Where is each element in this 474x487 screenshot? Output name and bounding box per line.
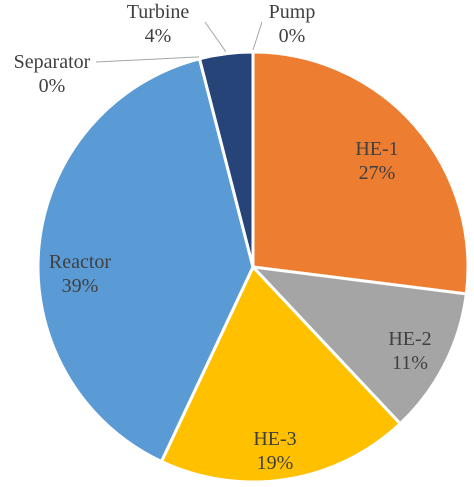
slice-reactor	[36, 56, 255, 464]
slice-he-1	[251, 50, 470, 296]
slice-value-pump: 0%	[279, 25, 306, 47]
slice-value-separator: 0%	[39, 75, 66, 97]
leader-line-turbine	[204, 21, 227, 52]
slice-value-he-3: 19%	[257, 452, 294, 474]
slice-label-separator: Separator 0%	[14, 51, 91, 97]
leader-line-pump	[252, 21, 263, 51]
slice-he-3	[159, 264, 403, 484]
slice-category-separator: Separator	[14, 51, 91, 73]
slice-value-he-1: 27%	[359, 162, 396, 184]
slice-category-reactor: Reactor	[49, 251, 112, 273]
slice-category-he-3: HE-3	[253, 428, 296, 450]
slice-value-turbine: 4%	[145, 25, 172, 47]
slice-turbine	[197, 50, 255, 268]
slice-labels: HE-1 27% HE-2 11% HE-3 19% Reactor 39% Separator…	[14, 1, 432, 474]
slice-category-turbine: Turbine	[127, 1, 190, 23]
slice-he-2	[249, 264, 468, 426]
slice-category-pump: Pump	[269, 1, 316, 23]
slice-label-he-3: HE-3 19%	[253, 428, 296, 474]
slice-value-reactor: 39%	[62, 275, 99, 297]
leader-line-separator	[95, 56, 200, 63]
pie-slices	[36, 50, 470, 484]
slice-label-reactor: Reactor 39%	[49, 251, 112, 297]
slice-value-he-2: 11%	[392, 352, 428, 374]
slice-category-he-1: HE-1	[355, 138, 398, 160]
slice-label-he-1: HE-1 27%	[355, 138, 398, 184]
slice-label-he-2: HE-2 11%	[388, 328, 431, 374]
leader-lines	[95, 21, 263, 63]
slice-label-turbine: Turbine 4%	[127, 1, 190, 47]
slice-category-he-2: HE-2	[388, 328, 431, 350]
slice-label-pump: Pump 0%	[269, 1, 316, 47]
